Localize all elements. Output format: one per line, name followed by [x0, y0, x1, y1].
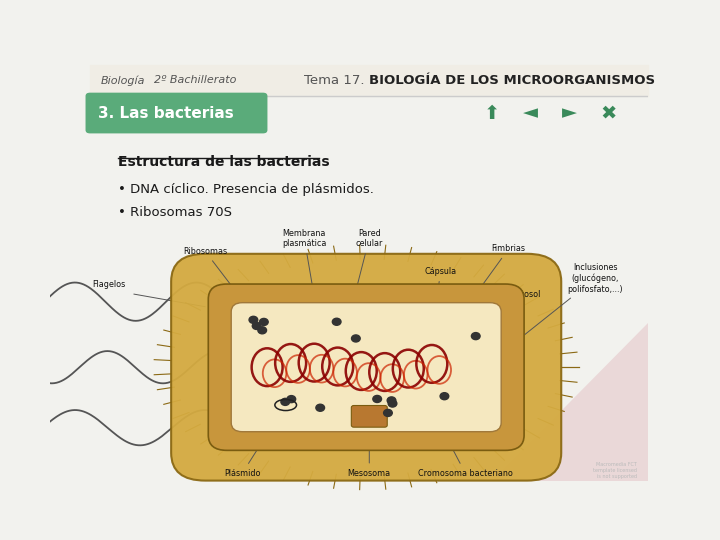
Circle shape [387, 397, 396, 404]
Text: Estructura de las bacterias: Estructura de las bacterias [118, 155, 330, 169]
Circle shape [252, 322, 261, 329]
Text: Cromosoma bacteriano: Cromosoma bacteriano [411, 370, 513, 477]
FancyBboxPatch shape [351, 406, 387, 427]
Text: 3. Las bacterias: 3. Las bacterias [99, 105, 234, 120]
Text: Ribosomas: Ribosomas [183, 247, 259, 322]
Text: Membrana
plasmática: Membrana plasmática [282, 229, 326, 308]
Text: Cápsula: Cápsula [424, 267, 456, 316]
Text: Plásmido: Plásmido [224, 407, 284, 477]
FancyBboxPatch shape [231, 303, 501, 431]
Text: Biología: Biología [101, 75, 145, 86]
FancyBboxPatch shape [171, 254, 562, 481]
Text: ►: ► [562, 104, 577, 123]
Text: BIOLOGÍA DE LOS MICROORGANISMOS: BIOLOGÍA DE LOS MICROORGANISMOS [369, 74, 655, 87]
Circle shape [384, 409, 392, 416]
Circle shape [258, 327, 266, 334]
Circle shape [472, 333, 480, 340]
Text: ✖: ✖ [600, 104, 617, 123]
Circle shape [373, 395, 382, 402]
Text: ◄: ◄ [523, 104, 539, 123]
Text: • DNA cíclico. Presencia de plásmidos.: • DNA cíclico. Presencia de plásmidos. [118, 183, 374, 197]
Circle shape [259, 319, 268, 326]
Circle shape [281, 399, 289, 406]
FancyBboxPatch shape [208, 284, 524, 450]
Text: Macromedia FCT
template licensed
is not supported: Macromedia FCT template licensed is not … [593, 462, 637, 478]
Circle shape [316, 404, 325, 411]
Circle shape [333, 318, 341, 325]
Circle shape [351, 335, 360, 342]
Polygon shape [492, 322, 648, 481]
Text: • Ribosomas 70S: • Ribosomas 70S [118, 206, 232, 219]
Text: Mesosoma: Mesosoma [348, 424, 391, 477]
Bar [90, 65, 648, 96]
Circle shape [287, 396, 296, 403]
Circle shape [440, 393, 449, 400]
Circle shape [249, 316, 258, 323]
Text: Citosol: Citosol [473, 289, 541, 355]
Text: Inclusiones
(glucógeno,
polifosfato,...): Inclusiones (glucógeno, polifosfato,...) [486, 263, 623, 366]
Text: Flagelos: Flagelos [93, 280, 126, 288]
Text: Pared
celular: Pared celular [351, 229, 383, 308]
Text: Tema 17.: Tema 17. [305, 74, 369, 87]
Text: ⬆: ⬆ [484, 104, 500, 123]
Text: 2º Bachillerato: 2º Bachillerato [154, 76, 237, 85]
Circle shape [388, 400, 397, 407]
Text: Fimbrias: Fimbrias [480, 244, 526, 289]
FancyBboxPatch shape [86, 93, 267, 133]
